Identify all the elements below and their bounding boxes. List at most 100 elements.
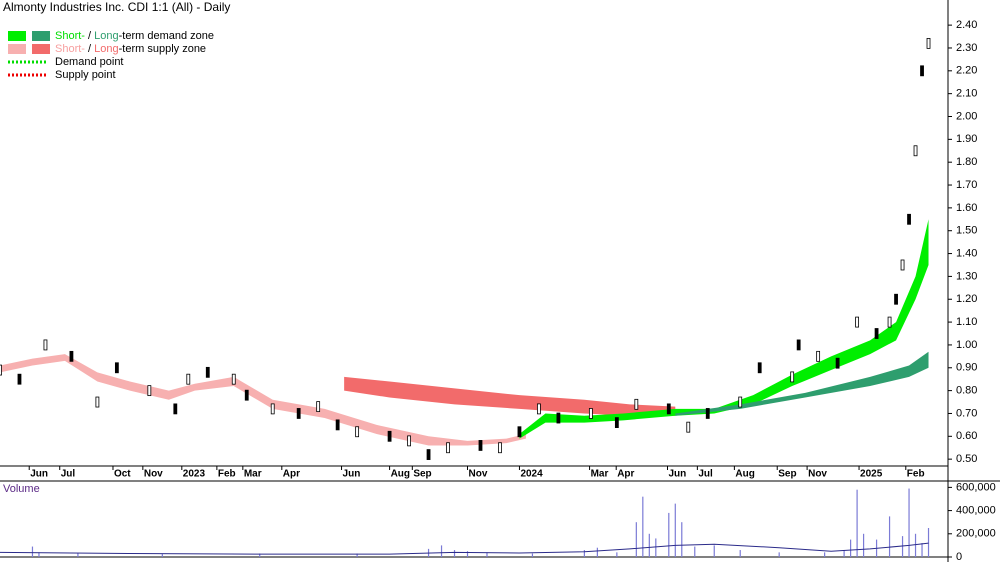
legend-text-part: Long [94,43,118,55]
y-tick-label: 1.90 [956,133,977,145]
volume-title: Volume [3,483,40,495]
y-tick-label: 2.10 [956,88,977,100]
volume-bar [31,546,34,557]
y-tick-label: 600,000 [956,481,996,493]
y-tick-label: 1.70 [956,179,977,191]
x-tick-label: 2023 [183,469,206,480]
price-mark [920,65,924,77]
price-mark [816,350,821,362]
x-tick-label: Apr [617,469,634,480]
price-mark [335,419,340,431]
price-mark [186,373,191,385]
x-tick-label: Jul [61,469,76,480]
zone [519,219,929,439]
x-tick-label: Mar [244,469,262,480]
x-tick-label: Sep [413,469,431,480]
volume-bar [927,527,930,557]
price-mark [790,371,795,383]
y-tick-label: 1.00 [956,339,977,351]
x-tick-label: Aug [735,469,754,480]
price-mark [874,328,879,339]
x-tick-label: Nov [808,469,827,480]
volume-bar [908,488,910,557]
volume-bar [901,536,904,557]
volume-bar [862,533,865,557]
x-tick-label: Jun [30,469,48,480]
volume-bar [635,522,637,557]
y-tick-label: 1.50 [956,225,977,237]
x-tick-label: 2025 [860,469,883,480]
price-mark [666,403,671,415]
price-mark [537,403,541,415]
legend-label: Short- / Long-term demand zone [55,30,214,42]
legend-label: Demand point [55,56,124,68]
y-tick-label: 200,000 [956,528,996,540]
price-mark [926,38,931,49]
volume-bar [921,543,923,557]
price-mark [407,435,411,447]
volume-bar [739,550,741,557]
legend-text-part: / [85,43,94,55]
zone [0,354,526,446]
y-tick-label: 0.70 [956,407,977,419]
price-mark [796,339,801,351]
legend-label: Supply point [55,69,116,81]
price-mark [738,396,743,408]
y-tick-label: 0.80 [956,385,977,397]
volume-bar [824,552,826,557]
zone [344,376,676,416]
x-tick-label: Feb [218,469,236,480]
y-tick-label: 400,000 [956,504,996,516]
legend-swatch [8,31,26,41]
volume-bar [466,551,469,557]
price-mark [634,398,639,410]
y-tick-label: 2.30 [956,42,977,54]
x-tick-label: Feb [907,469,925,480]
price-mark [757,362,762,374]
volume-bar [668,512,670,557]
legend-text-part: Short- [55,43,85,55]
price-mark [231,373,236,385]
x-tick-label: 2024 [520,469,543,480]
price-mark [296,408,301,419]
price-mark [556,412,561,424]
price-mark [0,364,2,376]
y-tick-label: 1.20 [956,293,977,305]
price-mark [835,357,840,369]
legend-swatch [8,44,26,54]
price-mark [205,366,210,378]
price-mark [446,442,450,454]
price-mark [147,385,152,397]
price-mark [426,449,431,460]
zone [675,351,929,416]
legend-text-part: -term supply zone [119,43,206,55]
volume-bar [356,553,358,557]
x-tick-label: Nov [144,469,163,480]
volume-bar [843,550,845,557]
chart-title: Almonty Industries Inc. CDI 1:1 (All) - … [3,0,230,14]
volume-bar [583,550,585,557]
price-mark [114,362,119,374]
y-tick-label: 0.50 [956,453,977,465]
price-mark [894,293,898,305]
price-mark [43,339,48,351]
legend-text-part: Short- [55,30,85,42]
price-mark [244,389,249,401]
volume-bar [453,550,456,557]
legend-text-part: Demand point [55,56,124,68]
volume-bar [850,539,852,557]
y-tick-label: 2.20 [956,65,977,77]
volume-bar [596,547,598,557]
x-tick-label: Nov [469,469,488,480]
price-mark [887,316,892,328]
y-tick-label: 0.60 [956,430,977,442]
legend-text-part: -term demand zone [119,30,214,42]
price-mark [387,430,392,442]
price-mark [355,426,360,438]
volume-bar [914,533,917,557]
y-tick-label: 2.40 [956,19,977,31]
legend-swatch [32,31,50,41]
y-tick-label: 1.60 [956,202,977,214]
